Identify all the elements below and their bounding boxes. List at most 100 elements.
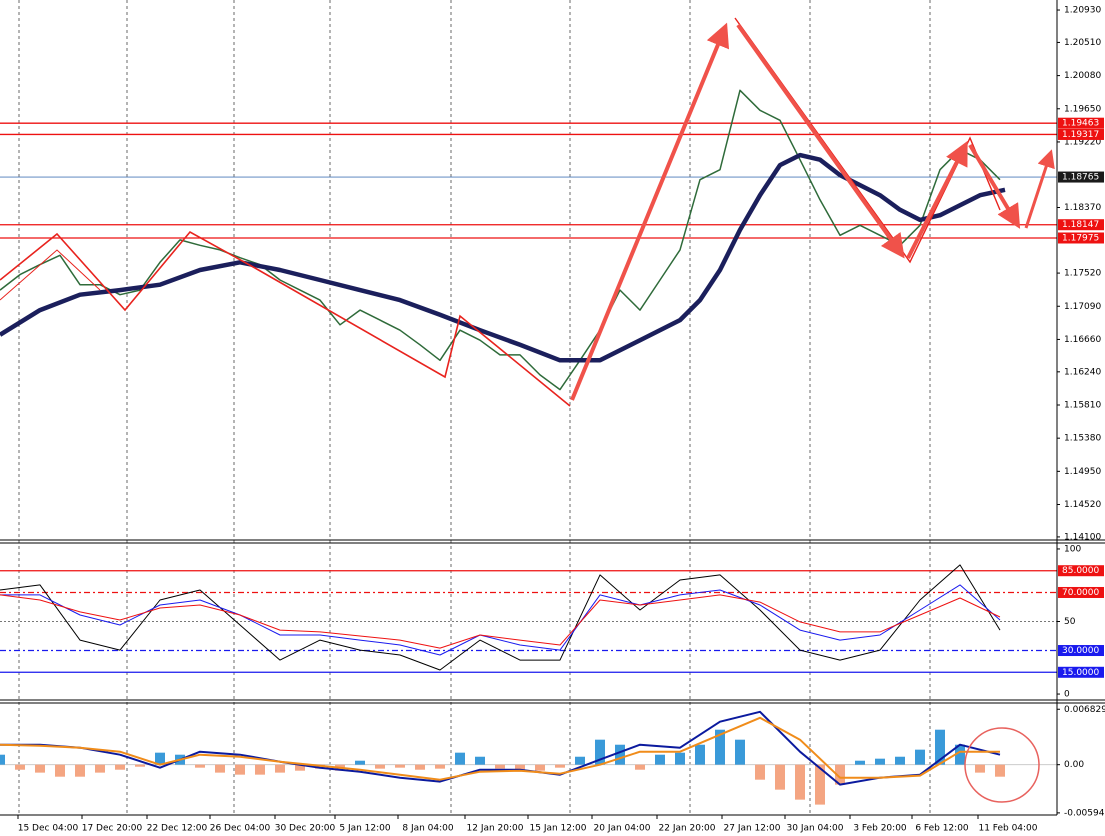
- histogram-bar: [55, 764, 65, 777]
- histogram-bar: [555, 764, 565, 768]
- series-line: [0, 89, 1001, 391]
- x-tick-label: 12 Jan 20:00: [467, 824, 524, 834]
- x-tick-label: 20 Jan 04:00: [594, 824, 651, 834]
- histogram-bar: [195, 764, 205, 768]
- level-tag: [1058, 232, 1104, 244]
- histogram-bar: [275, 764, 285, 773]
- y-tick-label: 1.14520: [1064, 500, 1101, 510]
- plot-layer: [0, 89, 1057, 805]
- y-tick-label: 1.17520: [1064, 269, 1101, 279]
- y-tick-label: 1.15810: [1064, 401, 1101, 411]
- x-tick-label: 27 Jan 12:00: [724, 824, 781, 834]
- histogram-bar: [975, 764, 985, 773]
- y-tick-label: 1.19220: [1064, 137, 1101, 147]
- histogram-bar: [995, 764, 1005, 777]
- histogram-bar: [595, 739, 605, 765]
- histogram-bar: [815, 764, 825, 805]
- y-tick-label: 1.20080: [1064, 71, 1101, 81]
- x-tick-label: 22 Jan 20:00: [659, 824, 716, 834]
- histogram-bar: [695, 744, 705, 765]
- histogram-bar: [615, 744, 625, 765]
- axis-layer: 1.20930 1.20510 1.20080 1.19650 1.19220 1.183…: [17, 6, 1105, 834]
- histogram-bar: [235, 764, 245, 775]
- y-tick-label: 1.19650: [1064, 104, 1101, 114]
- histogram-bar: [875, 758, 885, 765]
- level-tag: [1058, 586, 1104, 598]
- x-tick-label: 11 Feb 04:00: [978, 824, 1037, 834]
- histogram-bar: [855, 760, 865, 765]
- histogram-bar: [915, 749, 925, 765]
- histogram-bar: [895, 756, 905, 765]
- arrow: [906, 140, 968, 259]
- y-tick-label: 1.16660: [1064, 335, 1101, 345]
- histogram-bar: [35, 764, 45, 773]
- y-tick-label: 0: [1064, 690, 1070, 700]
- histogram-bar: [455, 752, 465, 765]
- histogram-bar: [835, 764, 845, 785]
- x-tick-label: 6 Feb 12:00: [915, 824, 969, 834]
- level-label: 1.19463: [1062, 119, 1099, 129]
- histogram-bar: [375, 764, 385, 769]
- x-tick-label: 17 Dec 20:00: [82, 824, 143, 834]
- level-tag: [1058, 219, 1104, 231]
- level-tag: [1058, 128, 1104, 140]
- x-tick-label: 30 Dec 20:00: [275, 824, 336, 834]
- y-tick-label: 1.16240: [1064, 367, 1101, 377]
- histogram-bar: [955, 744, 965, 765]
- histogram-bar: [0, 754, 5, 765]
- histogram-bar: [215, 764, 225, 773]
- level-label: 85.0000: [1062, 566, 1099, 576]
- y-tick-label: 1.18370: [1064, 203, 1101, 213]
- x-tick-label: 3 Feb 20:00: [853, 824, 907, 834]
- histogram-bar: [15, 764, 25, 770]
- level-tag: [1058, 171, 1104, 183]
- level-label: 1.18147: [1062, 220, 1099, 230]
- level-tag: [1058, 117, 1104, 129]
- level-label: 30.0000: [1062, 646, 1099, 656]
- histogram-bar: [755, 764, 765, 780]
- level-label: 1.17975: [1062, 233, 1099, 243]
- y-tick-label: 1.17090: [1064, 302, 1101, 312]
- arrow: [736, 23, 905, 259]
- y-tick-label: 1.14950: [1064, 467, 1101, 477]
- histogram-bar: [735, 739, 745, 765]
- y-tick-label: 0.00: [1064, 760, 1084, 770]
- histogram-bar: [515, 764, 525, 770]
- x-tick-label: 15 Jan 12:00: [530, 824, 587, 834]
- histogram-bar: [135, 764, 145, 767]
- annotations: [0, 17, 1055, 803]
- series-line: [0, 594, 1001, 649]
- series-line: [0, 152, 1006, 363]
- frame: [0, 0, 1105, 816]
- y-tick-label: -0.005940: [1064, 808, 1105, 818]
- level-tag: [1058, 645, 1104, 657]
- series-line: [0, 710, 1001, 786]
- arrow: [968, 143, 1021, 229]
- histogram-bar: [415, 764, 425, 770]
- histogram-bar: [295, 764, 305, 771]
- series-line: [0, 716, 1000, 781]
- arrow: [1024, 149, 1055, 229]
- histogram-bar: [395, 764, 405, 768]
- level-tag: [1058, 565, 1104, 577]
- histogram-bar: [675, 752, 685, 765]
- histogram-bar: [495, 764, 505, 769]
- y-tick-label: 1.15380: [1064, 434, 1101, 444]
- x-tick-label: 26 Dec 04:00: [210, 824, 271, 834]
- histogram-bar: [655, 754, 665, 765]
- histogram-bar: [255, 764, 265, 775]
- histogram-bar: [535, 764, 545, 771]
- x-tick-label: 5 Jan 12:00: [339, 824, 391, 834]
- histogram-bar: [775, 764, 785, 790]
- histogram-bar: [715, 729, 725, 765]
- zigzag: [0, 230, 571, 407]
- series-line: [0, 584, 1001, 656]
- histogram-bar: [75, 764, 85, 777]
- histogram-bar: [435, 764, 445, 769]
- highlight-circle: [964, 727, 1040, 803]
- zigzag: [0, 249, 101, 301]
- series-line: [0, 564, 1001, 671]
- level-tag: [1058, 666, 1104, 678]
